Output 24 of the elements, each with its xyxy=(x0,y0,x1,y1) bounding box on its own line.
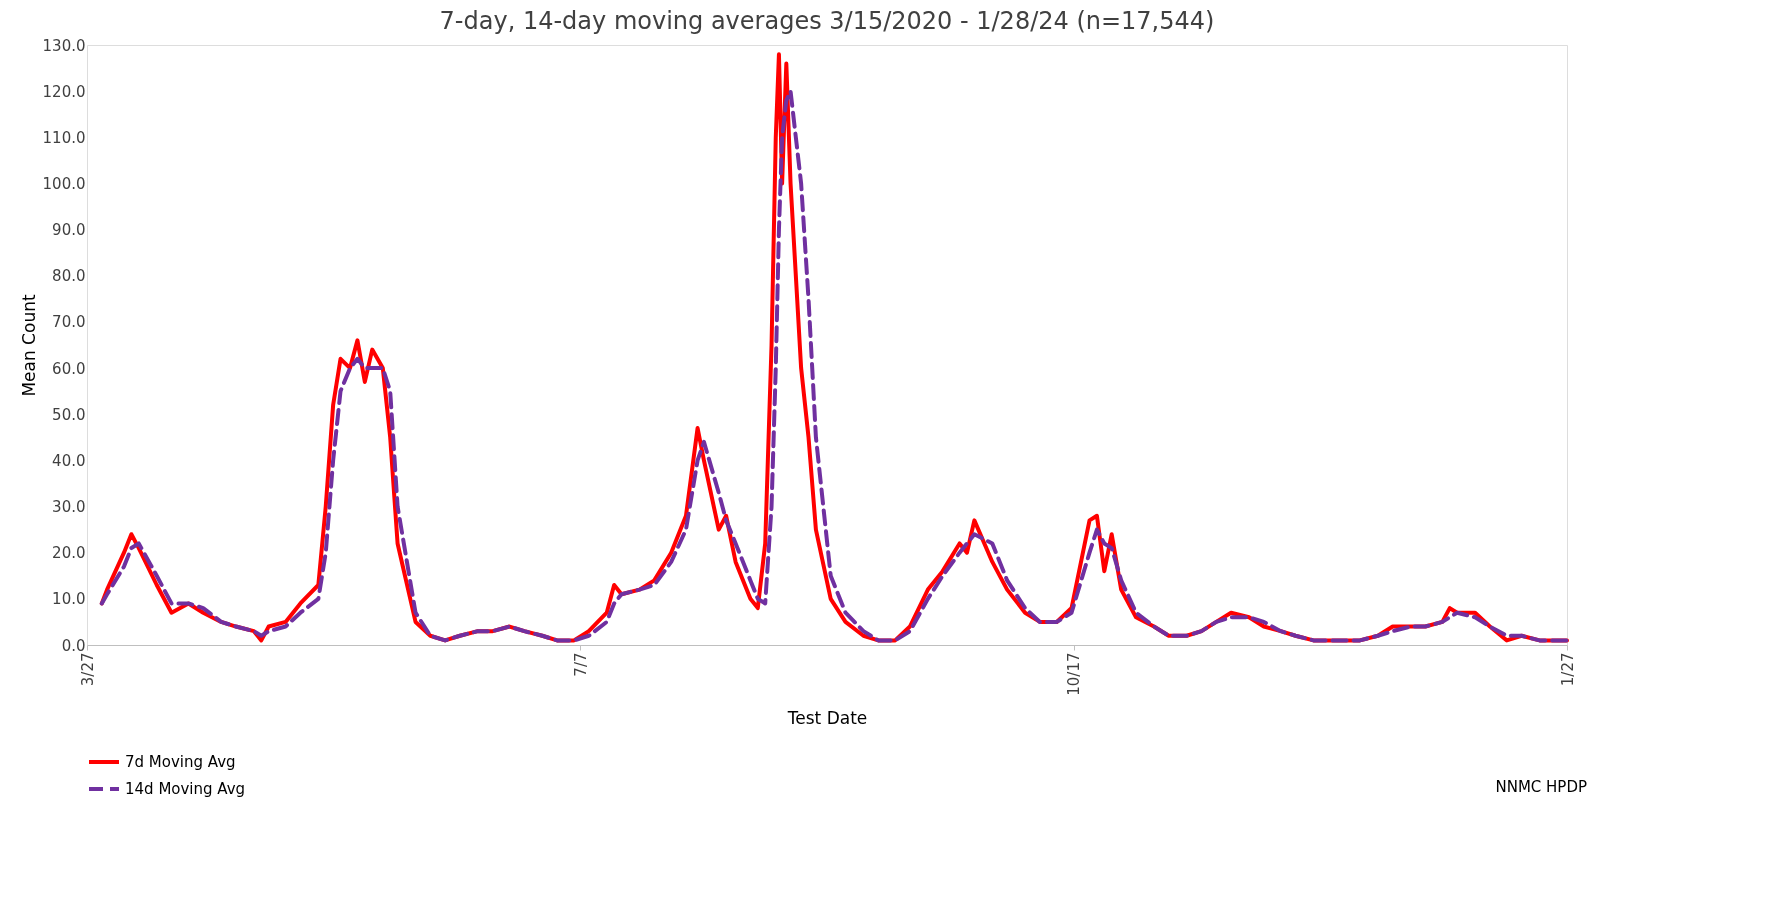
y-tick-label: 110.0 xyxy=(42,128,86,147)
legend-label: 7d Moving Avg xyxy=(125,753,236,771)
y-tick-label: 70.0 xyxy=(52,313,86,332)
y-tick-label: 50.0 xyxy=(52,405,86,424)
y-tick-label: 20.0 xyxy=(52,544,86,563)
x-tick-label: 7/7 xyxy=(571,652,590,677)
chart-title: 7-day, 14-day moving averages 3/15/2020 - 1/28/24 (n=17,544) xyxy=(439,7,1215,35)
x-tick-label: 3/27 xyxy=(78,652,97,687)
y-axis-title: Mean Count xyxy=(18,294,39,397)
y-tick-label: 60.0 xyxy=(52,359,86,378)
x-tick-label: 10/17 xyxy=(1065,652,1084,696)
x-tick-label: 1/27 xyxy=(1558,652,1577,687)
y-tick-label: 90.0 xyxy=(52,221,86,240)
y-tick-label: 0.0 xyxy=(61,636,86,655)
y-tick-label: 40.0 xyxy=(52,451,86,470)
y-tick-label: 10.0 xyxy=(52,590,86,609)
text: NNMC HPDP xyxy=(1495,778,1587,796)
y-tick-label: 120.0 xyxy=(42,82,86,101)
y-tick-label: 80.0 xyxy=(52,267,86,286)
legend-label: 14d Moving Avg xyxy=(125,780,246,798)
y-tick-label: 100.0 xyxy=(42,174,86,193)
x-axis-title: Test Date xyxy=(786,707,868,728)
y-tick-label: 130.0 xyxy=(42,36,86,55)
y-tick-label: 30.0 xyxy=(52,498,86,517)
